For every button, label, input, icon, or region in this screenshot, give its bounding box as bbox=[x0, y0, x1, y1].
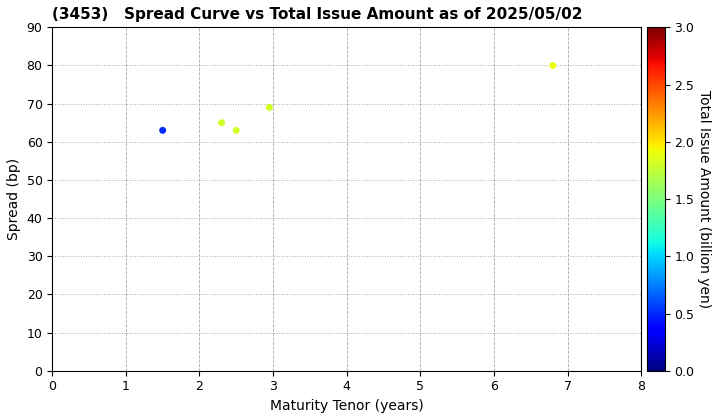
Y-axis label: Total Issue Amount (billion yen): Total Issue Amount (billion yen) bbox=[697, 90, 711, 308]
Point bbox=[547, 62, 559, 69]
Point bbox=[230, 127, 242, 134]
Text: (3453)   Spread Curve vs Total Issue Amount as of 2025/05/02: (3453) Spread Curve vs Total Issue Amoun… bbox=[53, 7, 582, 22]
Y-axis label: Spread (bp): Spread (bp) bbox=[7, 158, 21, 240]
X-axis label: Maturity Tenor (years): Maturity Tenor (years) bbox=[270, 399, 423, 413]
Point bbox=[264, 104, 275, 111]
Point bbox=[157, 127, 168, 134]
Point bbox=[216, 119, 228, 126]
